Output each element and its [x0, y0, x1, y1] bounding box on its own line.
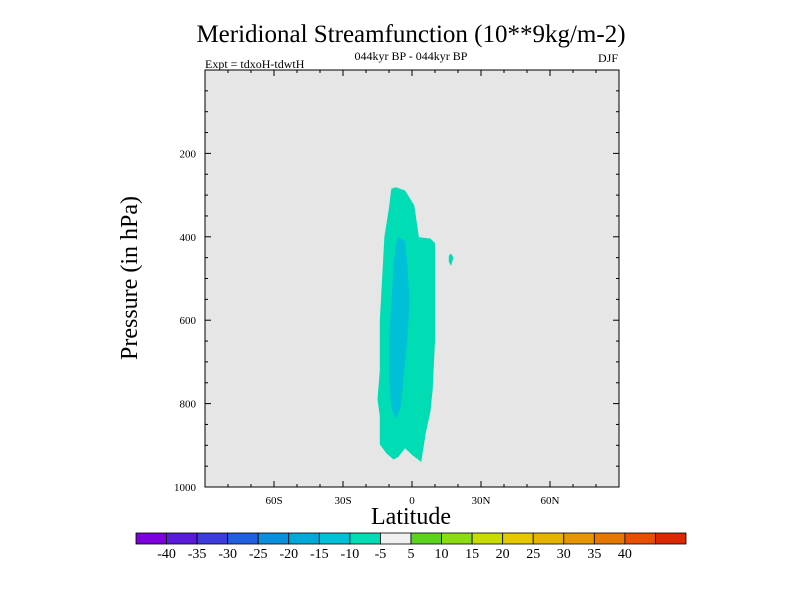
colorbar-label: -20	[279, 547, 298, 562]
colorbar-swatch	[349, 532, 381, 545]
colorbar-swatch	[471, 532, 504, 545]
colorbar-label: 30	[557, 547, 571, 562]
colorbar-swatch	[624, 532, 656, 545]
y-tick-label: 800	[180, 399, 197, 411]
x-tick-label: 60N	[541, 495, 560, 507]
x-axis-label: Latitude	[371, 504, 451, 530]
colorbar-swatch	[227, 532, 259, 545]
y-axis-label: Pressure (in hPa)	[117, 196, 143, 360]
y-tick-label: 200	[180, 148, 197, 160]
contour-layer	[377, 187, 454, 462]
colorbar-label: -25	[249, 547, 268, 562]
colorbar-label: 10	[435, 547, 449, 562]
colorbar-swatch	[257, 532, 290, 545]
colorbar-label: 15	[465, 547, 479, 562]
season-subtitle: DJF	[598, 51, 618, 65]
colorbar-swatch	[380, 532, 412, 545]
colorbar-label: -40	[157, 547, 176, 562]
y-tick-label: 1000	[174, 482, 197, 494]
colorbar-swatch	[593, 532, 626, 545]
colorbar-label: 5	[408, 547, 415, 562]
colorbar-label: -5	[375, 547, 387, 562]
colorbar-swatch	[288, 532, 320, 545]
x-tick-label: 30N	[472, 495, 491, 507]
x-tick-label: 30S	[334, 495, 351, 507]
colorbar-label: 25	[526, 547, 540, 562]
contour-region-2	[448, 253, 454, 266]
colorbar-label: -30	[218, 547, 237, 562]
x-tick-label: 60S	[265, 495, 282, 507]
colorbar-label: -10	[341, 547, 360, 562]
colorbar-swatch	[532, 532, 565, 545]
colorbar-swatch	[135, 532, 167, 545]
colorbar-swatch	[410, 532, 442, 545]
x-axis: 60S 30S 0 30N 60N	[204, 70, 620, 507]
colorbar-label: 20	[496, 547, 510, 562]
contour-region-1	[389, 236, 410, 420]
y-axis: 200 400 600 800 1000	[174, 69, 619, 494]
colorbar-swatch	[441, 532, 473, 545]
x-tick-label: 0	[409, 495, 415, 507]
expt-subtitle: Expt = tdxoH-tdwtH	[205, 57, 305, 71]
colorbar-swatch	[166, 532, 198, 545]
colorbar-swatch	[318, 532, 351, 545]
y-tick-label: 400	[180, 232, 197, 244]
colorbar-swatch	[196, 532, 229, 545]
colorbar: -40 -35 -30 -25 -20 -15 -10 -5 5 10 15 20 25 30 35 40	[135, 532, 687, 562]
colorbar-swatch	[655, 532, 687, 545]
colorbar-label: -15	[310, 547, 329, 562]
colorbar-label: 35	[587, 547, 601, 562]
colorbar-swatch	[502, 532, 534, 545]
colorbar-swatch	[563, 532, 595, 545]
colorbar-label: -35	[188, 547, 207, 562]
colorbar-label: 40	[618, 547, 632, 562]
chart-title: Meridional Streamfunction (10**9kg/m-2)	[196, 21, 625, 48]
period-subtitle: 044kyr BP - 044kyr BP	[355, 49, 468, 63]
y-tick-label: 600	[180, 315, 197, 327]
